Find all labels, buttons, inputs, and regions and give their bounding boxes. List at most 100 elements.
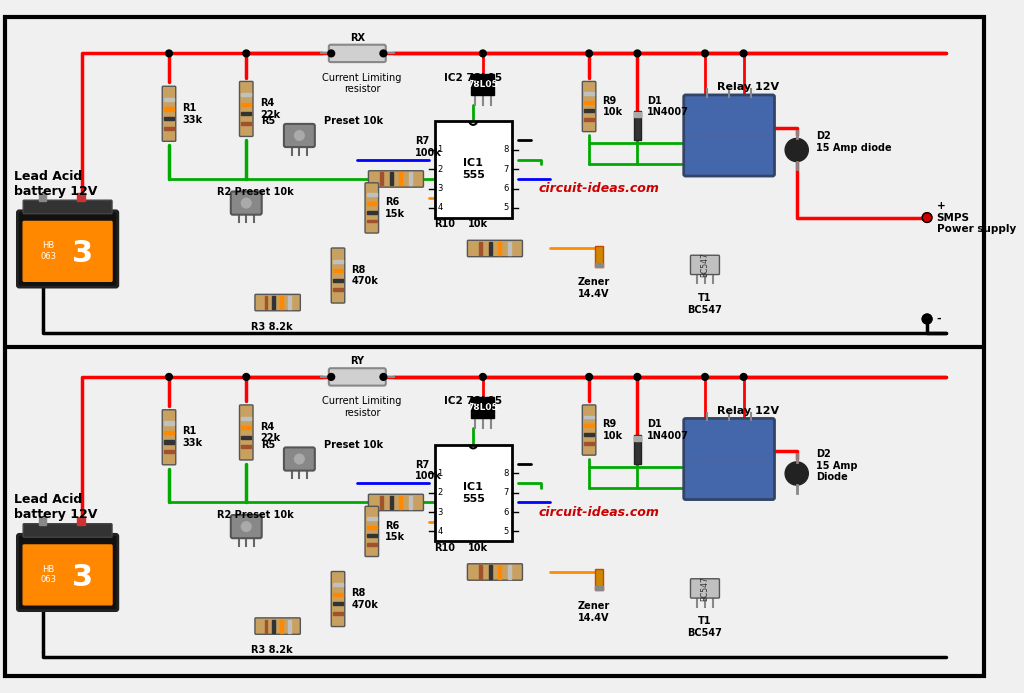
FancyBboxPatch shape [284,448,314,471]
Bar [333,612,343,615]
FancyBboxPatch shape [230,191,262,215]
FancyBboxPatch shape [255,295,300,310]
Bar [367,193,377,196]
Bar [584,416,594,419]
Circle shape [166,50,172,57]
Text: R7
100k: R7 100k [416,459,442,481]
Text: HB
063: HB 063 [40,565,56,584]
Text: R10: R10 [434,219,455,229]
Text: 7: 7 [504,489,509,498]
Circle shape [740,50,746,57]
FancyBboxPatch shape [369,494,424,511]
Bar [164,127,174,130]
Bar [333,602,343,606]
Text: 1: 1 [437,469,442,478]
Bar [595,586,602,590]
Text: 6: 6 [504,184,509,193]
Bar [77,517,85,525]
Text: R3 8.2k: R3 8.2k [251,322,293,332]
FancyBboxPatch shape [583,405,596,455]
Bar [399,173,402,186]
Text: Preset 10k: Preset 10k [324,116,383,126]
Text: Lead Acid
battery 12V: Lead Acid battery 12V [14,170,98,198]
Bar [39,193,46,201]
Text: +
SMPS
Power supply: + SMPS Power supply [937,201,1016,234]
Bar [288,620,291,633]
Bar [584,441,594,444]
Circle shape [634,374,641,380]
Text: D1
1N4007: D1 1N4007 [647,96,689,117]
Text: 6: 6 [504,507,509,516]
Bar [367,220,377,222]
Text: R9
10k: R9 10k [602,96,623,117]
Bar [333,269,343,272]
Bar [584,92,594,95]
Circle shape [380,50,387,57]
Bar [241,436,252,439]
Bar [333,260,343,263]
Bar [241,112,252,115]
Text: 3: 3 [437,184,442,193]
Text: R1
33k: R1 33k [182,103,203,125]
Text: Zener
14.4V: Zener 14.4V [578,277,610,299]
Bar [367,543,377,546]
Text: Relay 12V: Relay 12V [718,405,779,416]
Bar [409,496,412,509]
Bar [471,397,495,419]
Bar [595,245,602,267]
Bar [634,112,641,117]
Text: T1
BC547: T1 BC547 [687,616,722,638]
Text: -: - [937,314,941,324]
Bar [488,565,492,579]
Bar [367,525,377,529]
FancyBboxPatch shape [329,368,386,385]
Bar [164,450,174,453]
Circle shape [328,374,335,380]
Bar [508,242,511,255]
Bar [595,263,602,267]
Bar [333,583,343,586]
FancyBboxPatch shape [684,419,774,500]
Text: T1
BC547: T1 BC547 [687,293,722,315]
Text: R4
22k: R4 22k [260,421,280,444]
Text: IC1
555: IC1 555 [462,159,484,180]
Text: Current Limiting
resistor: Current Limiting resistor [323,73,401,94]
FancyBboxPatch shape [684,95,774,176]
Bar [241,93,252,96]
FancyBboxPatch shape [24,200,112,213]
Text: D2
15 Amp diode: D2 15 Amp diode [816,132,892,153]
Bar [479,242,482,255]
Text: 8: 8 [504,146,509,155]
Circle shape [785,462,808,485]
Bar [77,193,85,201]
Bar [584,424,594,427]
Bar [409,173,412,186]
FancyBboxPatch shape [690,579,720,598]
Bar [380,496,383,509]
Bar [584,433,594,436]
Bar [281,296,283,309]
Bar [498,242,502,255]
Circle shape [785,139,808,161]
FancyBboxPatch shape [365,183,379,233]
FancyBboxPatch shape [24,524,112,537]
Text: IC2 78L05: IC2 78L05 [444,73,503,82]
Bar [584,109,594,112]
Bar [39,517,46,525]
FancyBboxPatch shape [24,545,112,605]
Bar [281,620,283,633]
FancyBboxPatch shape [329,45,386,62]
Bar [634,435,641,464]
Bar [272,296,275,309]
Bar [584,100,594,104]
Text: R5: R5 [261,439,275,450]
Circle shape [586,50,593,57]
Bar [584,118,594,121]
Text: Relay 12V: Relay 12V [718,82,779,92]
FancyBboxPatch shape [17,534,118,611]
Text: 3: 3 [72,239,92,268]
Circle shape [243,50,250,57]
FancyBboxPatch shape [467,564,522,580]
Text: R8
470k: R8 470k [351,265,379,286]
Bar [634,436,641,441]
